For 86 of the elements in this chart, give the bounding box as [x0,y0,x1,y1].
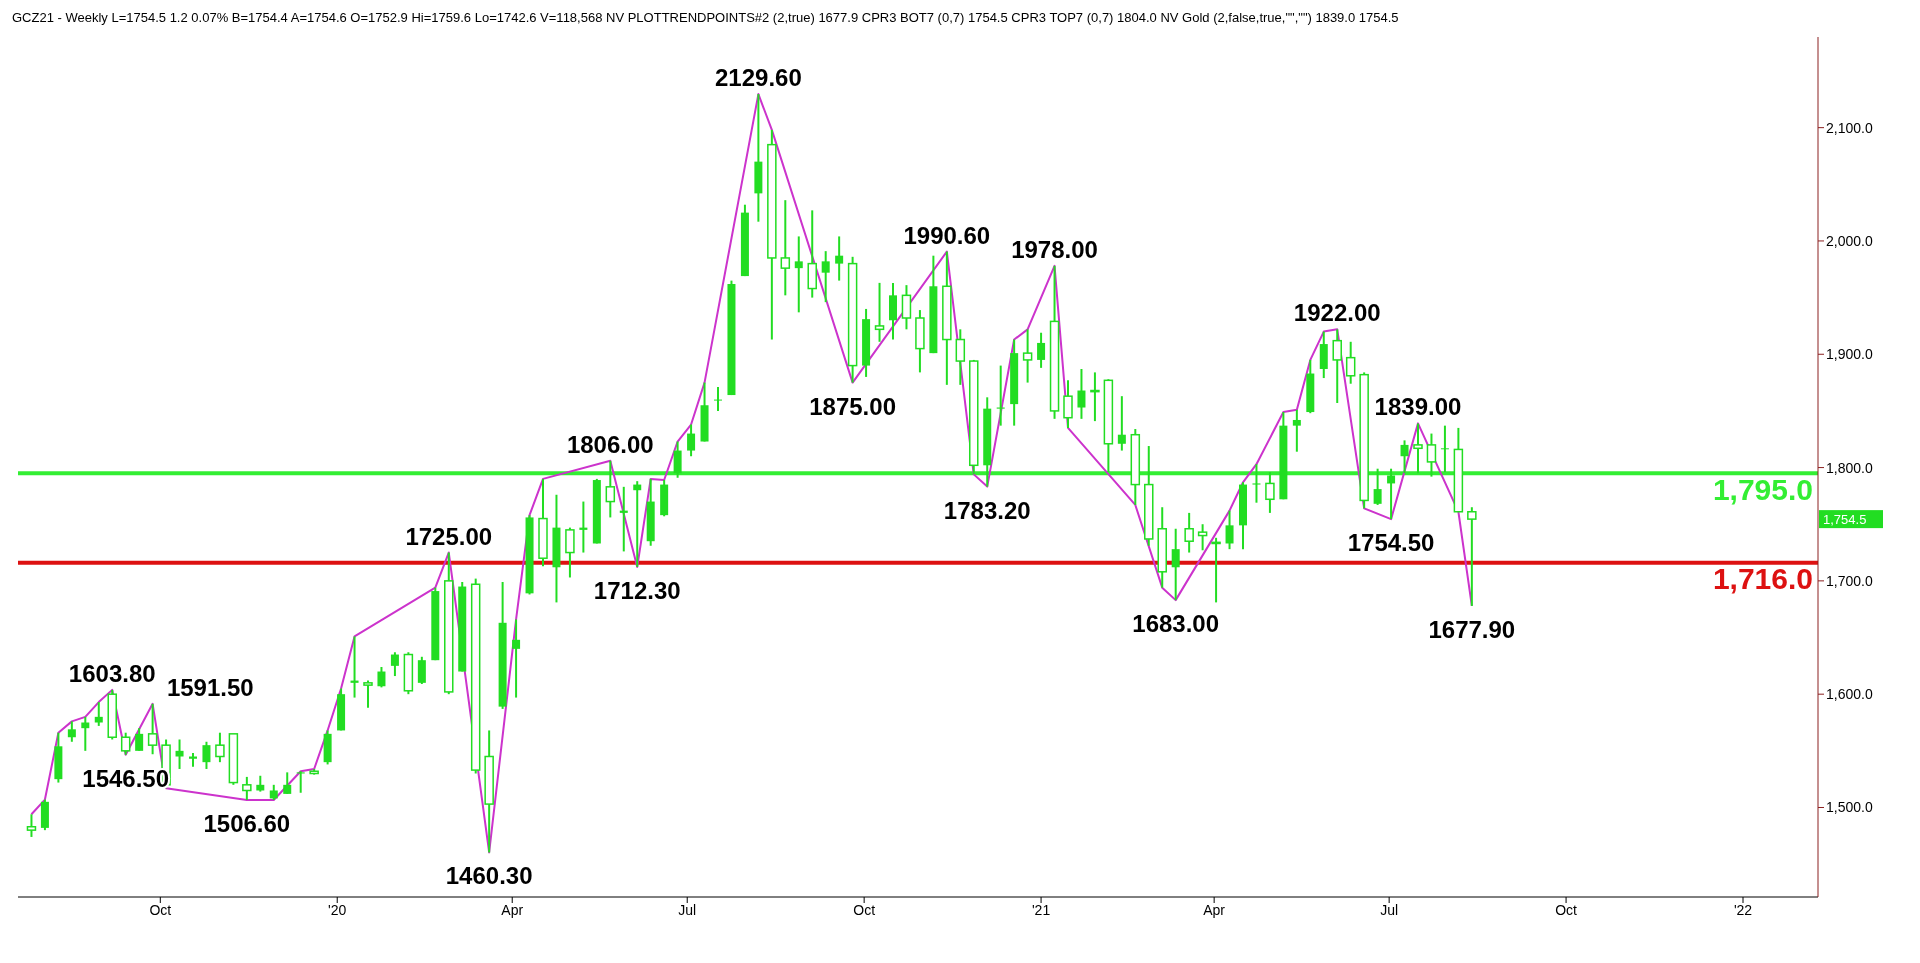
y-tick-label: 2,000.0 [1826,232,1873,249]
candlestick [363,679,373,709]
candlestick [780,199,791,297]
candlestick [390,651,399,678]
candlestick [1197,523,1208,552]
annotation: 1712.30 [593,576,681,604]
candlestick [565,526,575,579]
chart-title: GCZ21 - Weekly L=1754.5 1.2 0.07% B=1754.4 A=1754.6 O=1752.9 Hi=1759.6 Lo=1742.6 V=118,568 NV PLOTTRENDPOINTS#2 (2,true) 1677.9 CPR3 BOT7 (0,7) 1754.5 CPR3 TOP7 (0,7) 1804.0 NV Gold (2,false,true,"","") 1839.0 1754.5 [11,9,1400,27]
candlestick [1184,511,1194,554]
annotation: 1725.00 [405,522,493,550]
annotation: 1978.00 [1011,235,1098,263]
annotation: 1783.20 [943,496,1031,524]
candlestick [1022,328,1033,384]
x-tick-label: '21 [1031,901,1051,918]
candlestick [1265,471,1275,514]
y-tick-label: 2,100.0 [1826,119,1873,136]
candlestick [94,701,103,727]
candlestick [377,665,386,689]
x-tick-label: Jul [678,901,697,918]
annotation: 1875.00 [809,392,896,420]
annotation: 1990.60 [903,221,991,249]
candlestick [874,281,885,343]
y-tick-label: 1,700.0 [1826,572,1873,589]
annotation: 1460.30 [445,862,533,890]
annotation: 1839.00 [1374,393,1462,421]
x-tick-label: Jul [1380,901,1399,918]
candlestick [1413,422,1423,475]
candlestick [955,328,966,386]
candlestick [417,655,426,685]
candlestick [215,731,225,764]
candlestick [673,440,682,479]
candlestick [120,731,131,756]
candlestick [283,771,292,795]
candlestick [147,702,158,756]
candlestick [1332,328,1342,404]
candlestick [714,386,722,412]
candlestick [1077,367,1086,420]
annotation: 1754.50 [1347,529,1435,557]
candlestick [1037,331,1046,369]
x-tick-label: Oct [853,901,876,918]
candlestick [1225,509,1234,551]
candlestick [1387,467,1396,521]
ref-line-label: 1,716.0 [1712,562,1813,596]
annotation: 1677.90 [1428,615,1516,643]
annotation: 1683.00 [1132,610,1220,638]
x-tick-label: '22 [1733,901,1753,918]
candlestick [242,775,252,802]
candlestick [202,740,211,770]
candlestick [794,235,803,314]
candlestick [1117,395,1126,452]
x-tick-label: '20 [328,901,347,918]
candlestick [1252,463,1261,504]
candlestick [26,813,37,838]
candlestick [135,727,144,752]
candlestick [835,235,844,282]
text: 1,754.5 [1823,512,1867,528]
x-tick-label: Apr [1203,901,1226,918]
candlestick [1063,379,1073,429]
candlestick [67,720,76,743]
y-tick-label: 1,600.0 [1826,686,1873,703]
x-tick-label: Oct [149,901,172,918]
candlestick [512,618,521,699]
candlestick [1426,432,1437,478]
candlestick [1467,506,1477,607]
candlestick [1373,467,1382,506]
ref-line-label: 1,795.0 [1712,472,1813,506]
x-tick-label: Apr [501,901,524,918]
candlestick [1292,408,1301,453]
candlestick [1345,340,1356,385]
candlestick [1400,439,1409,475]
annotation: 1591.50 [166,673,254,701]
y-tick-label: 1,800.0 [1826,459,1873,476]
y-tick-label: 1,500.0 [1826,799,1873,816]
annotation: 1603.80 [68,659,156,687]
annotation: 1806.00 [566,430,654,458]
annotation: 1506.60 [203,810,291,838]
candlestick [605,459,616,519]
x-tick-label: Oct [1555,901,1578,918]
annotation: 1922.00 [1293,299,1381,327]
candlestick [1171,527,1180,602]
candlestick [821,250,830,304]
annotation: 2129.60 [715,64,802,92]
y-tick-label: 1,900.0 [1826,346,1873,363]
candlestick [1440,424,1449,474]
candlestick [901,284,912,331]
candlestick [687,423,696,458]
